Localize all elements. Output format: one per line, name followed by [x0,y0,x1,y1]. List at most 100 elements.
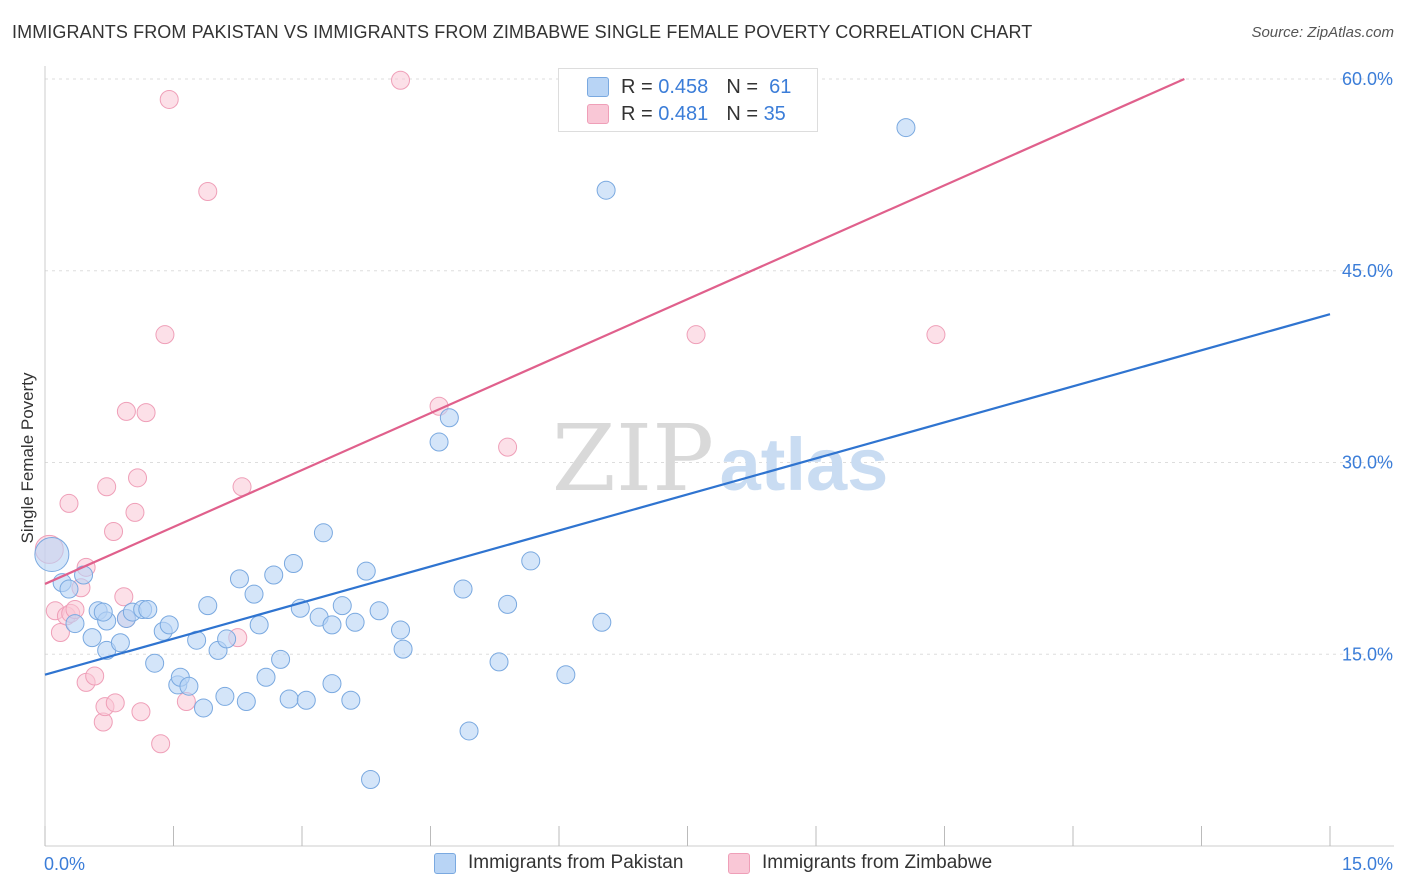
pakistan-point [896,118,916,138]
pakistan-point [361,770,381,790]
zimbabwe-point [391,70,411,90]
legend-row-pakistan: R = 0.458 N = 61 [587,74,791,100]
pakistan-point [296,690,316,710]
pakistan-point [429,432,449,452]
zimbabwe-point [104,522,124,542]
bottom-legend-pakistan: Immigrants from Pakistan [434,852,683,874]
zimbabwe-point [498,437,518,457]
pakistan-point [138,600,158,620]
pakistan-point [145,653,165,673]
correlation-legend: R = 0.458 N = 61 R = 0.481 N = 35 [558,68,818,132]
pakistan-point [498,594,518,614]
pakistan-points [34,118,916,790]
x-tick-label-min: 0.0% [44,854,85,874]
pakistan-point [592,612,612,632]
pakistan-point [93,602,113,622]
pakistan-point [215,686,235,706]
pakistan-point [193,698,213,718]
pakistan-point [459,721,479,741]
pakistan-trend-line [44,313,1331,676]
pakistan-point [341,690,361,710]
chart-title: IMMIGRANTS FROM PAKISTAN VS IMMIGRANTS F… [12,22,1033,42]
pakistan-point [59,579,79,599]
pakistan-point [65,614,85,634]
pakistan-swatch [587,77,609,97]
pakistan-point [82,628,102,648]
legend-row-zimbabwe: R = 0.481 N = 35 [587,101,786,127]
zimbabwe-swatch [587,104,609,124]
pakistan-point [521,551,541,571]
pakistan-point [489,652,509,672]
watermark: ZIP atlas [552,405,888,512]
pakistan-point [391,620,411,640]
pakistan-legend-swatch [434,852,456,874]
pakistan-point [34,537,70,573]
pakistan-point [271,649,291,669]
pakistan-point [313,523,333,543]
zimbabwe-point [686,325,706,345]
pakistan-point [345,612,365,632]
pakistan-point [244,584,264,604]
y-tick-label: 15.0% [1342,644,1393,664]
pakistan-point [249,615,269,635]
pakistan-point [256,667,276,687]
pakistan-point [283,553,303,573]
pakistan-point [179,676,199,696]
pakistan-point [439,408,459,428]
pakistan-point [453,579,473,599]
pakistan-point [264,565,284,585]
zimbabwe-point [97,477,117,497]
zimbabwe-point [155,325,175,345]
pakistan-point [332,596,352,616]
pakistan-point [322,674,342,694]
zimbabwe-point [128,468,148,488]
zimbabwe-trend-line [44,77,1185,585]
pakistan-point [369,601,389,621]
y-tick-label: 30.0% [1342,453,1393,473]
legend-n-value: 35 [763,102,786,125]
legend-n-label: N = [726,75,758,98]
x-tick-label-max: 15.0% [1342,854,1393,874]
pakistan-point [393,639,413,659]
zimbabwe-point [136,403,156,423]
pakistan-point [236,692,256,712]
legend-r-label: R = [621,75,653,98]
legend-r-label: R = [621,102,653,125]
pakistan-point [279,689,299,709]
zimbabwe-point [159,89,179,109]
trend-lines [44,77,1331,676]
zimbabwe-point [198,181,218,201]
zimbabwe-point [131,702,151,722]
axes [44,66,1394,847]
pakistan-point [596,180,616,200]
source-credit: Source: ZipAtlas.com [1251,24,1394,41]
pakistan-point [356,561,376,581]
zimbabwe-point [116,401,136,421]
pakistan-point [110,633,130,653]
pakistan-point [229,569,249,589]
zimbabwe-point [50,623,70,643]
zimbabwe-point [151,734,171,754]
pakistan-point [556,665,576,685]
zimbabwe-point [105,693,125,713]
pakistan-point [322,615,342,635]
zimbabwe-legend-swatch [728,852,750,874]
zimbabwe-point [114,587,134,607]
zimbabwe-points [34,70,946,754]
tick-labels: 15.0% 30.0% 45.0% 60.0% 0.0% 15.0% [44,69,1393,874]
zimbabwe-legend-label: Immigrants from Zimbabwe [762,852,993,873]
zimbabwe-point [926,325,946,345]
pakistan-legend-label: Immigrants from Pakistan [468,852,684,873]
y-tick-label: 60.0% [1342,69,1393,89]
watermark-atlas: atlas [720,423,889,506]
pakistan-point [159,615,179,635]
y-tick-label: 45.0% [1342,261,1393,281]
pakistan-point [217,629,237,649]
zimbabwe-point [59,493,79,513]
legend-n-label: N = [726,102,758,125]
zimbabwe-point [85,666,105,686]
gridlines [45,78,1394,655]
legend-r-value: 0.458 [658,75,709,98]
legend-r-value: 0.481 [658,102,709,125]
